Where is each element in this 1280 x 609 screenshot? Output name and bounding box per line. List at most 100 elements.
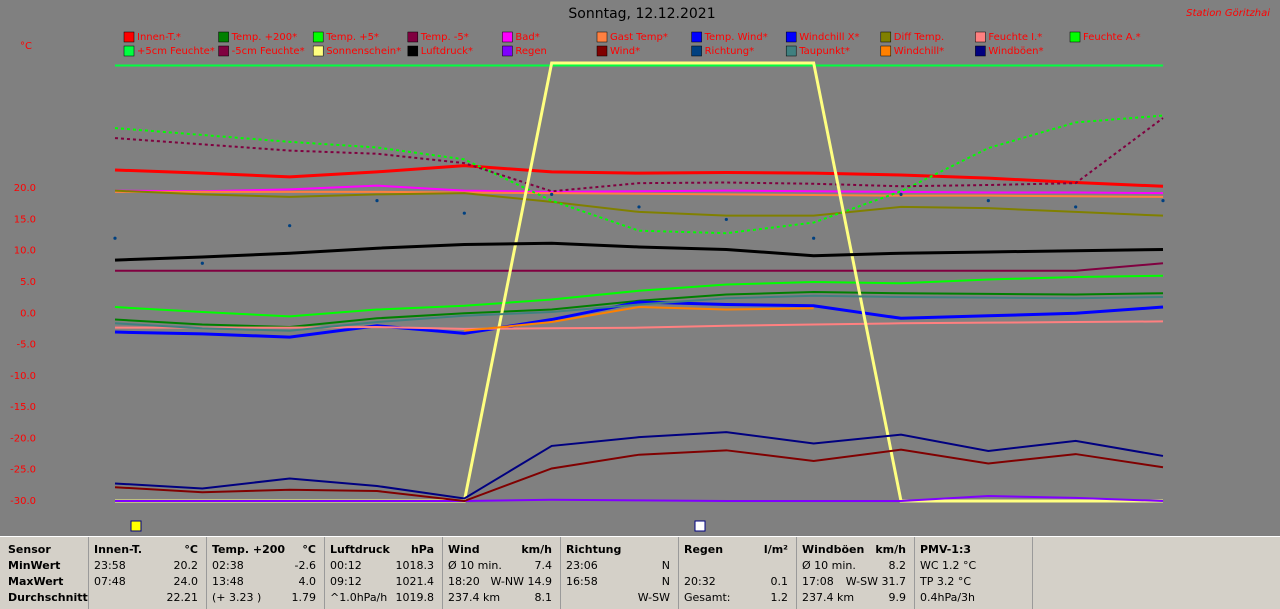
series-line — [114, 184, 1164, 195]
table-header: PMV-1:3 — [920, 543, 971, 556]
table-header: hPa — [410, 543, 434, 556]
y-tick-label: -5.0 — [16, 340, 36, 351]
y-tick-label: 10.0 — [14, 246, 36, 257]
series-line — [114, 431, 1164, 500]
table-cell: 8.2 — [888, 559, 907, 572]
series-line — [115, 320, 1164, 330]
legend-label: Gast Temp* — [610, 32, 668, 43]
data-dot — [1074, 205, 1078, 209]
series-line — [114, 301, 1164, 339]
legend-label: Innen-T.* — [137, 32, 181, 43]
legend-swatch — [785, 31, 797, 43]
data-dot — [724, 217, 728, 222]
legend-swatch — [502, 45, 513, 57]
legend-label: Temp. +200* — [231, 32, 297, 43]
table-cell: 1.2 — [770, 591, 789, 604]
legend-swatch — [407, 31, 419, 43]
table-cell: 1.79 — [291, 591, 317, 604]
table-header: Innen-T. — [94, 543, 143, 556]
table-cell: 00:12 — [330, 559, 362, 572]
legend-label: Regen — [515, 46, 547, 57]
data-dot — [986, 199, 990, 203]
table-cell: 09:12 — [330, 575, 362, 588]
table-cell: 237.4 km — [448, 591, 501, 604]
y-tick-label: -15.0 — [10, 402, 36, 413]
table-header: Durchschnitt — [8, 591, 88, 604]
table-header: Regen — [684, 543, 724, 556]
table-cell: 237.4 km — [802, 591, 855, 604]
series-line — [115, 262, 1164, 272]
legend-label: Temp. +5* — [325, 32, 379, 43]
series-line — [114, 189, 1164, 217]
y-tick-label: -30.0 — [10, 496, 36, 507]
legend-swatch — [312, 45, 324, 57]
legend-label: Wind* — [610, 46, 640, 57]
chart-background — [0, 0, 1280, 536]
legend-label: Richtung* — [705, 46, 755, 57]
table-cell: 9.9 — [888, 591, 907, 604]
table-cell: 1018.3 — [395, 559, 435, 572]
table-cell: 0.4hPa/3h — [920, 591, 976, 604]
series-line — [464, 306, 814, 332]
table-cell: 1019.8 — [395, 591, 435, 604]
table-header: MaxWert — [8, 575, 64, 588]
table-header: Sensor — [8, 543, 51, 556]
legend-label: Feuchte I.* — [988, 32, 1042, 43]
table-cell: TP 3.2 °C — [920, 575, 972, 588]
series-line — [115, 190, 1164, 198]
table-header: l/m² — [763, 543, 788, 556]
series-line — [115, 494, 1164, 502]
series-line — [114, 448, 1164, 503]
table-cell: 22.21 — [166, 591, 199, 604]
station-name: Station Göritzhai — [1186, 8, 1270, 19]
table-section: PMV-1:3 WC 1.2 °C TP 3.2 °C 0.4hPa/3h — [914, 537, 1033, 609]
table-cell: 07:48 — [94, 575, 126, 588]
sunset-icon — [694, 520, 706, 532]
y-tick-label: 20.0 — [14, 183, 36, 194]
legend-swatch — [691, 45, 702, 57]
legend-swatch — [596, 45, 608, 57]
sunrise-icon — [130, 520, 142, 532]
series-line — [114, 274, 1164, 318]
series-line — [114, 164, 1164, 188]
table-section: Innen-T. °C 23:58 20.2 07:48 24.0 22.21 — [88, 537, 207, 609]
table-header: Luftdruck — [330, 543, 390, 556]
legend-label: Temp. -5* — [420, 32, 469, 43]
series-line — [114, 294, 1164, 332]
table-header: °C — [184, 543, 198, 556]
table-cell: 13:48 — [212, 575, 244, 588]
series-line — [114, 114, 1164, 235]
legend-swatch — [218, 31, 229, 43]
y-axis-label: °C — [20, 41, 32, 52]
table-header: °C — [302, 543, 316, 556]
table-cell: N — [661, 559, 670, 572]
y-tick-label: -20.0 — [10, 433, 36, 444]
y-tick-label: 15.0 — [14, 214, 36, 225]
table-header: Richtung — [566, 543, 622, 556]
table-section: Sensor MinWert MaxWert Durchschnitt — [8, 537, 89, 609]
data-dot — [899, 192, 903, 196]
legend-label: -5cm Feuchte* — [232, 46, 305, 57]
table-header: km/h — [521, 543, 552, 556]
chart: Sonntag, 12.12.2021 Station Göritzhai °C… — [0, 0, 1280, 536]
legend-swatch — [975, 31, 986, 43]
table-cell: W-SW 31.7 — [845, 575, 906, 588]
data-dot — [637, 205, 641, 209]
legend-swatch — [312, 31, 324, 43]
data-dot — [1161, 199, 1165, 203]
table-cell: 16:58 — [566, 575, 598, 588]
legend-swatch — [502, 31, 513, 43]
table-cell: -2.6 — [294, 559, 316, 572]
table-cell: 02:38 — [212, 559, 244, 572]
table-header: Windböen — [802, 543, 865, 556]
legend-label: +5cm Feuchte* — [137, 46, 215, 57]
table-cell: 0.1 — [770, 575, 789, 588]
y-tick-label: -10.0 — [10, 371, 36, 382]
table-cell: 20:32 — [684, 575, 716, 588]
table-cell: 4.0 — [298, 575, 317, 588]
y-tick-label: 5.0 — [20, 277, 36, 288]
data-dot — [462, 211, 466, 215]
legend-swatch — [596, 31, 608, 43]
legend-label: Feuchte A.* — [1083, 32, 1141, 43]
table-cell: 23:06 — [566, 559, 598, 572]
